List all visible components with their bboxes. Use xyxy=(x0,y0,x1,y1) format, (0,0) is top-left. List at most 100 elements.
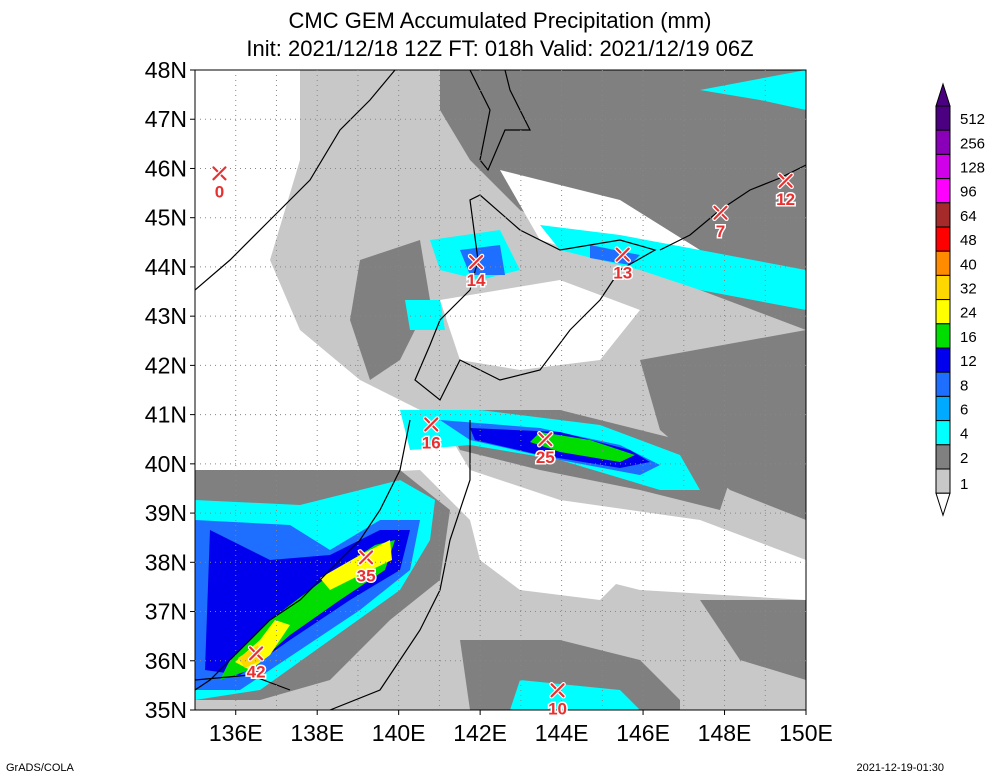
legend-label: 8 xyxy=(960,377,968,394)
legend-swatch xyxy=(935,323,951,349)
legend-swatch xyxy=(935,178,951,204)
legend-label: 6 xyxy=(960,402,968,419)
precip-2mm-area xyxy=(460,640,680,710)
legend-swatch xyxy=(935,105,951,131)
lat-tick-label: 48N xyxy=(145,57,187,83)
map-axes: 48N 47N 46N 45N 44N 43N 42N 41N 40N 39N 38N 37N 36N 3… xyxy=(145,57,833,746)
station-value-label: 42 xyxy=(247,662,266,681)
footer-right: 2021-12-19-01:30 xyxy=(856,762,944,774)
lat-tick-label: 36N xyxy=(145,648,187,674)
lat-tick-label: 45N xyxy=(145,205,187,231)
kuril-islands xyxy=(659,164,806,251)
precip-4mm-area xyxy=(540,225,806,310)
legend-label: 40 xyxy=(960,256,977,273)
lat-tick-label: 47N xyxy=(145,106,187,132)
legend-label: 48 xyxy=(960,232,977,249)
legend-label: 128 xyxy=(960,160,985,177)
legend-label: 24 xyxy=(960,305,977,322)
legend-swatch xyxy=(935,153,951,180)
station-marker: 25 xyxy=(534,430,556,469)
lat-tick-label: 44N xyxy=(145,254,187,280)
station-marker: 10 xyxy=(547,682,568,720)
lon-tick-label: 146E xyxy=(616,720,670,746)
lat-tick-label: 40N xyxy=(145,451,187,477)
station-value-label: 10 xyxy=(548,699,567,718)
legend-swatch xyxy=(935,274,951,301)
station-value-label: 35 xyxy=(357,566,376,585)
precip-2mm-area xyxy=(700,600,806,680)
legend-label: 32 xyxy=(960,281,977,298)
legend-label: 12 xyxy=(960,353,977,370)
footer-left: GrADS/COLA xyxy=(6,762,74,774)
station-markers: 0 14 13 7 12 16 25 35 42 10 xyxy=(211,165,797,720)
legend-label: 2 xyxy=(960,450,968,467)
lat-tick-label: 35N xyxy=(145,697,187,723)
station-marker: 0 xyxy=(211,165,228,203)
precip-2mm-area xyxy=(350,240,430,380)
lat-lon-grid xyxy=(195,70,806,710)
precip-4mm-area xyxy=(700,70,806,110)
precip-2mm-area xyxy=(640,330,806,520)
lat-tick-label: 42N xyxy=(145,352,187,378)
asia-coastline xyxy=(195,70,396,291)
precip-4mm-area xyxy=(510,680,640,710)
station-value-label: 13 xyxy=(613,264,632,283)
legend-swatch xyxy=(935,395,951,422)
precip-16mm-area xyxy=(530,432,635,462)
station-marker: 35 xyxy=(355,549,377,587)
chart-title: CMC GEM Accumulated Precipitation (mm) xyxy=(288,8,712,33)
lat-tick-label: 46N xyxy=(145,155,187,181)
station-cross xyxy=(358,550,374,565)
station-value-label: 0 xyxy=(215,182,224,201)
lon-tick-label: 138E xyxy=(290,720,344,746)
station-marker: 12 xyxy=(775,172,797,210)
legend-swatch xyxy=(935,250,951,276)
lon-tick-label: 136E xyxy=(209,720,263,746)
station-cross xyxy=(713,205,728,220)
lon-tick-label: 148E xyxy=(698,720,752,746)
dry-area xyxy=(440,280,640,370)
legend-swatch xyxy=(935,420,951,446)
lat-tick-label: 43N xyxy=(145,303,187,329)
dry-area xyxy=(470,520,640,600)
lon-tick-label: 140E xyxy=(372,720,426,746)
station-cross xyxy=(212,166,227,181)
station-cross xyxy=(615,247,630,262)
lon-tick-label: 150E xyxy=(779,720,833,746)
station-marker: 14 xyxy=(465,253,488,292)
legend-label: 1 xyxy=(960,476,968,493)
legend-label: 512 xyxy=(960,111,985,128)
station-marker: 16 xyxy=(420,416,442,454)
legend-top-arrow xyxy=(935,82,951,107)
legend-label: 16 xyxy=(960,329,977,346)
station-cross xyxy=(249,646,264,661)
station-marker: 7 xyxy=(712,204,729,242)
lat-tick-label: 38N xyxy=(145,549,187,575)
legend-swatch xyxy=(935,347,951,373)
station-cross xyxy=(778,173,793,188)
legend-swatch xyxy=(935,371,951,397)
legend-label: 256 xyxy=(960,135,985,152)
station-value-label: 25 xyxy=(536,448,555,467)
chart-subtitle: Init: 2021/12/18 12Z FT: 018h Valid: 202… xyxy=(246,36,754,61)
lat-tick-label: 39N xyxy=(145,500,187,526)
legend-label: 4 xyxy=(960,426,968,443)
legend-swatch xyxy=(935,468,951,494)
lon-tick-label: 142E xyxy=(453,720,507,746)
station-value-label: 12 xyxy=(776,190,795,209)
station-cross xyxy=(424,417,439,432)
legend-label: 96 xyxy=(960,184,977,201)
station-marker: 42 xyxy=(245,645,267,683)
legend-label: 64 xyxy=(960,208,977,225)
hokkaido-coastline xyxy=(414,194,657,401)
lon-tick-label: 144E xyxy=(535,720,589,746)
station-value-label: 14 xyxy=(467,271,486,290)
legend-swatch xyxy=(935,226,951,252)
legend-swatch xyxy=(935,299,951,325)
station-cross xyxy=(538,432,553,447)
precip-shading xyxy=(195,70,806,710)
station-value-label: 16 xyxy=(422,433,441,452)
station-cross xyxy=(550,683,565,698)
